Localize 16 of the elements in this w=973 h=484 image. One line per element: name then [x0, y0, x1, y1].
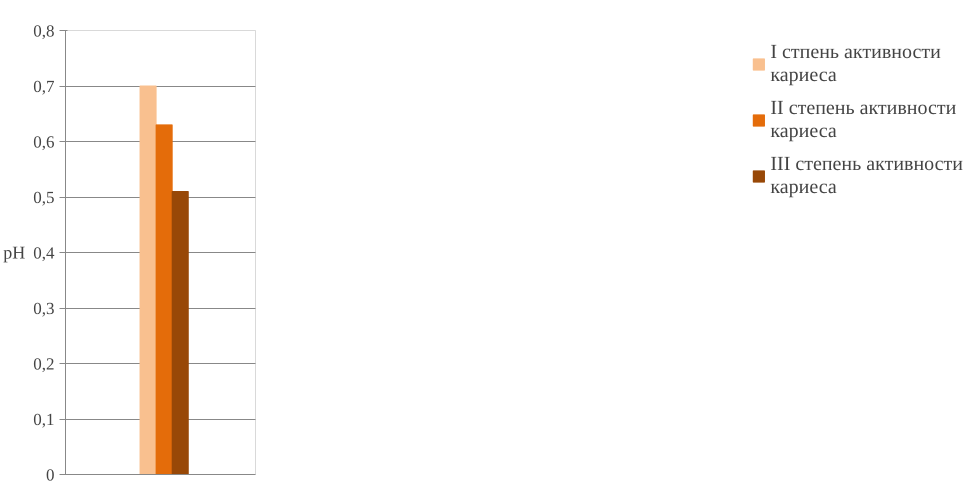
y-tick-label: 0,2 [33, 354, 54, 374]
y-tick-label: 0,1 [33, 410, 54, 429]
y-tick-label: 0,3 [33, 299, 54, 318]
legend-label: I стпень активности кариеса [770, 40, 941, 88]
bar [140, 86, 157, 474]
y-axis-title: pH [3, 242, 26, 262]
y-tick-label: 0,7 [33, 77, 55, 96]
bar [156, 124, 173, 474]
y-tick-label: 0,5 [33, 188, 54, 207]
legend-label: III степень активности кариеса [770, 152, 963, 200]
bar [172, 190, 189, 474]
y-tick-label: 0,4 [33, 244, 55, 262]
y-tick-label: 0,8 [33, 22, 54, 40]
legend-label: II степень активности кариеса [770, 96, 956, 144]
y-tick-label: 0 [46, 466, 54, 484]
y-tick-label: 0,6 [33, 132, 54, 152]
